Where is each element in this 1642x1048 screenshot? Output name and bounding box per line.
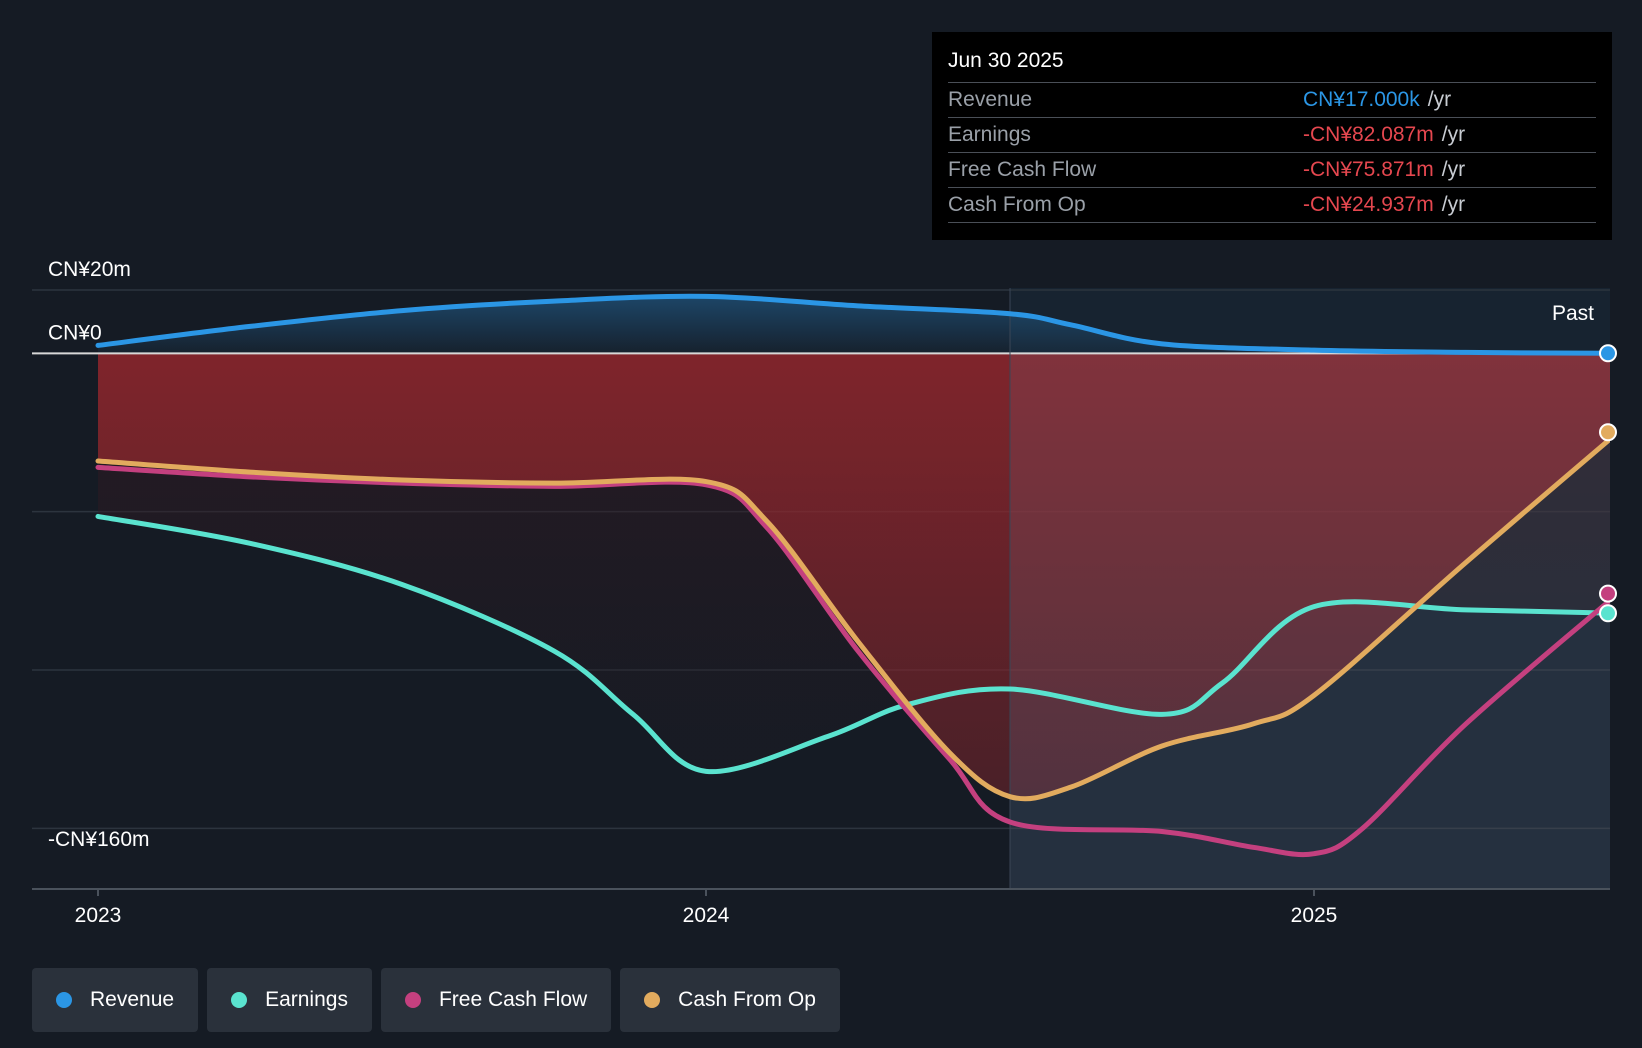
- tooltip-unit: /yr: [1427, 88, 1452, 111]
- legend-dot-icon: [56, 992, 72, 1008]
- x-tick-label: 2024: [683, 904, 730, 927]
- tooltip-date: Jun 30 2025: [948, 49, 1064, 72]
- legend-dot-icon: [404, 992, 421, 1008]
- tooltip-row-revenue: Revenue CN¥17.000k /yr: [948, 82, 1596, 117]
- legend-label: Free Cash Flow: [438, 988, 588, 1011]
- revenue-area: [98, 296, 1610, 354]
- legend-item-free-cash-flow[interactable]: Free Cash Flow: [380, 968, 612, 1032]
- legend-item-earnings[interactable]: Earnings: [207, 968, 372, 1032]
- tooltip-label: Earnings: [948, 123, 1031, 146]
- revenue-end-marker: [1599, 344, 1617, 363]
- tooltip-row-earnings: Earnings -CN¥82.087m /yr: [948, 117, 1596, 152]
- tooltip-value: -CN¥24.937m: [1303, 193, 1434, 216]
- fcf-end-marker: [1599, 584, 1617, 603]
- legend-label: Revenue: [90, 988, 175, 1011]
- tooltip-row-cash-from-op: Cash From Op -CN¥24.937m /yr: [948, 187, 1596, 223]
- fcf-line: [95, 464, 1610, 858]
- legend-dot-icon: [231, 992, 248, 1008]
- legend-label: Cash From Op: [678, 988, 816, 1011]
- earnings-end-marker: [1599, 604, 1617, 623]
- tooltip-unit: /yr: [1441, 158, 1466, 181]
- tooltip-label: Revenue: [948, 88, 1033, 111]
- x-tick-label: 2025: [1291, 904, 1338, 927]
- past-label: Past: [1552, 302, 1594, 325]
- tooltip-label: Free Cash Flow: [948, 158, 1097, 181]
- tooltip-row-free-cash-flow: Free Cash Flow -CN¥75.871m /yr: [948, 152, 1596, 187]
- y-tick-label: CN¥0: [48, 321, 102, 344]
- tooltip-unit: /yr: [1441, 193, 1466, 216]
- legend-label: Earnings: [265, 988, 348, 1011]
- earnings-line: [95, 513, 1610, 775]
- cfo-line: [95, 435, 1610, 802]
- tooltip-panel: Jun 30 2025 Revenue CN¥17.000k /yr Earni…: [932, 32, 1612, 240]
- past-overlay: [1010, 353, 1610, 890]
- legend-item-revenue[interactable]: Revenue: [32, 968, 199, 1032]
- tooltip-value: CN¥17.000k: [1303, 88, 1420, 111]
- y-tick-label: CN¥20m: [48, 258, 131, 281]
- tooltip-value: -CN¥75.871m: [1303, 158, 1434, 181]
- x-tick-label: 2023: [75, 904, 122, 927]
- cfo-end-marker: [1599, 423, 1617, 442]
- legend-dot-icon: [644, 992, 661, 1008]
- tooltip-label: Cash From Op: [948, 193, 1086, 216]
- cash-from-op-area: [98, 353, 1610, 799]
- revenue-line: [95, 293, 1610, 356]
- legend: Revenue Earnings Free Cash Flow Cash Fro…: [32, 968, 840, 1032]
- y-tick-label: -CN¥160m: [48, 828, 150, 851]
- tooltip-value: -CN¥82.087m: [1303, 123, 1434, 146]
- legend-item-cash-from-op[interactable]: Cash From Op: [620, 968, 840, 1032]
- tooltip-unit: /yr: [1441, 123, 1466, 146]
